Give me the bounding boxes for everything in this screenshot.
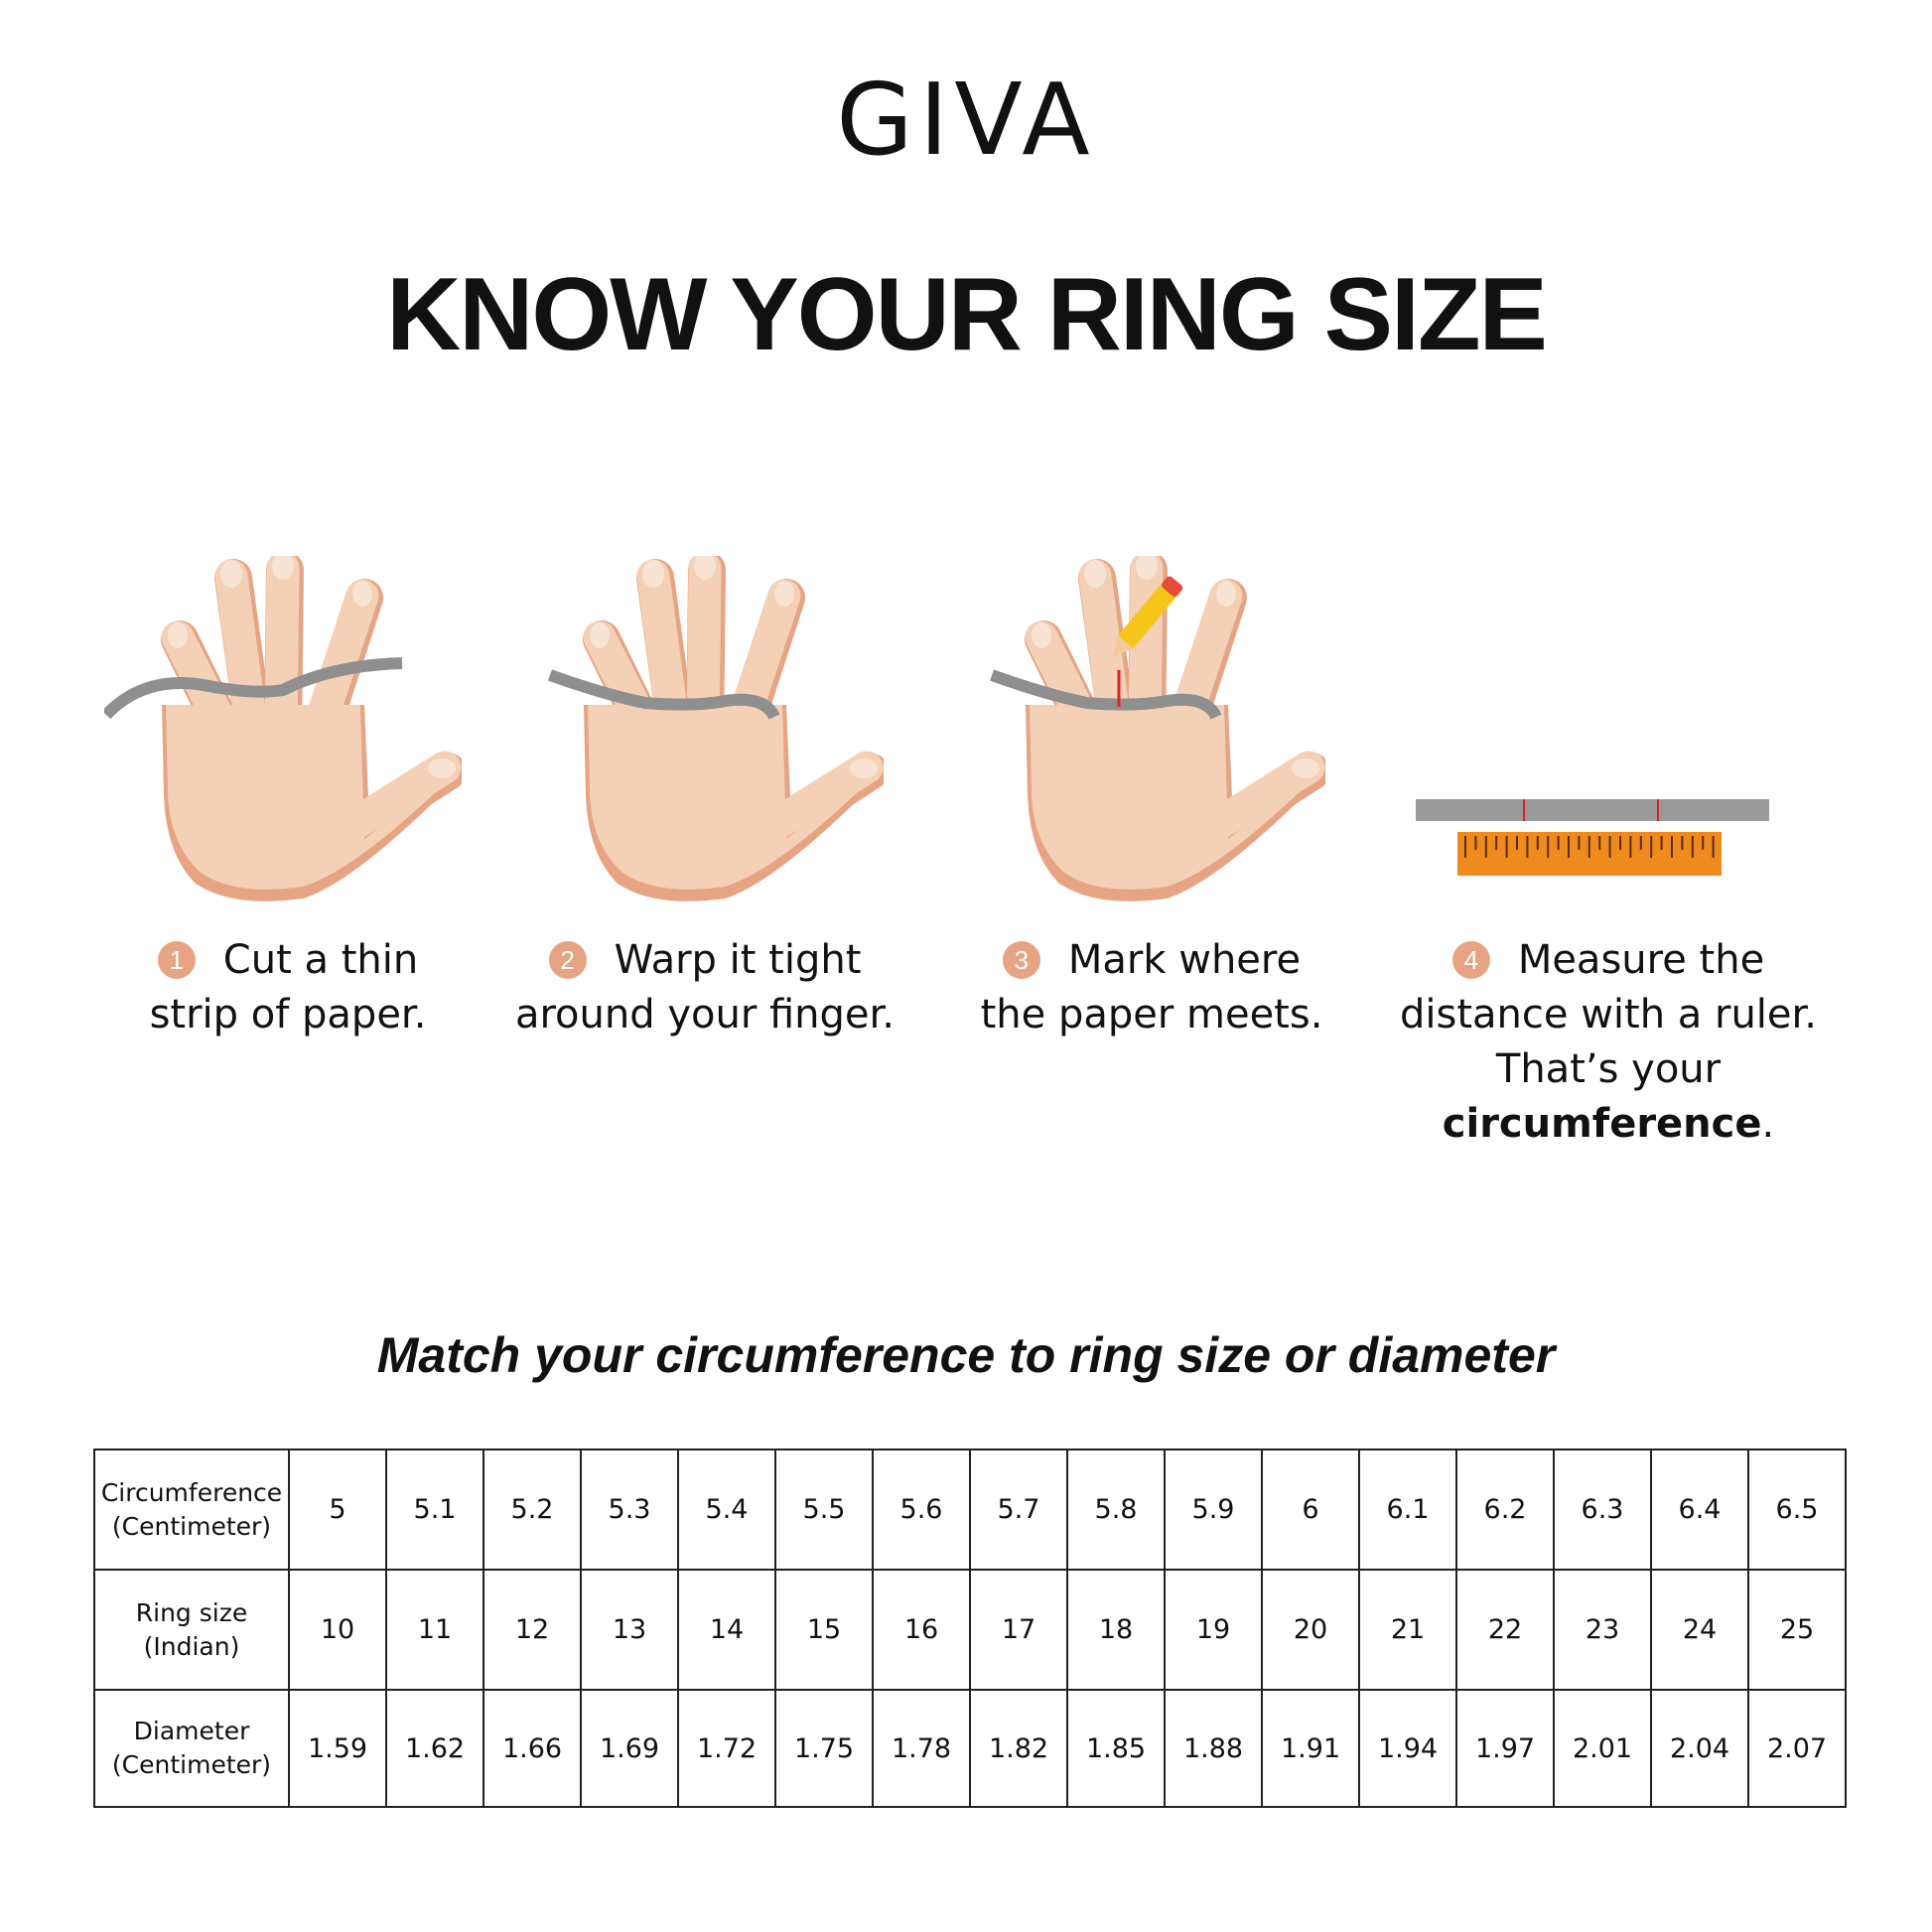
giva-logo: GIVA (836, 62, 1096, 178)
table-cell: 11 (385, 1569, 484, 1691)
table-cell: 6 (1261, 1449, 1360, 1571)
table-cell: 5.6 (872, 1449, 971, 1571)
table-cell: 1.69 (580, 1689, 679, 1808)
table-cell: 13 (580, 1569, 679, 1691)
table-cell: 1.82 (969, 1689, 1068, 1808)
page-title: KNOW YOUR RING SIZE (386, 257, 1548, 372)
step-4-text: 4 Measure the distance with a ruler. That… (1399, 937, 1818, 1147)
step-2-text: 2 Warp it tight around your finger. (514, 937, 896, 1037)
row-header: Circumference (Centimeter) (93, 1449, 290, 1571)
table-cell: 25 (1747, 1569, 1847, 1691)
table-cell: 16 (872, 1569, 971, 1691)
table-cell: 5.7 (969, 1449, 1068, 1571)
table-cell: 18 (1066, 1569, 1166, 1691)
table-cell: 1.85 (1066, 1689, 1166, 1808)
table-cell: 6.3 (1553, 1449, 1652, 1571)
ruler (1457, 832, 1722, 876)
row-header: Ring size (Indian) (93, 1569, 290, 1691)
table-cell: 5.5 (774, 1449, 874, 1571)
table-cell: 12 (483, 1569, 582, 1691)
table-cell: 2.07 (1747, 1689, 1847, 1808)
pencil-icon (1112, 576, 1183, 657)
table-cell: 2.04 (1650, 1689, 1749, 1808)
table-row: Diameter (Centimeter) 1.59 1.62 1.66 1.69 1.72… (93, 1689, 1847, 1808)
table-cell: 5.3 (580, 1449, 679, 1571)
ruler-illustration (1416, 799, 1769, 876)
table-cell: 1.72 (677, 1689, 776, 1808)
step-badge: 4 (1451, 941, 1490, 979)
hand-illustration-step-2 (547, 556, 884, 903)
table-cell: 15 (774, 1569, 874, 1691)
table-cell: 21 (1358, 1569, 1457, 1691)
table-cell: 22 (1455, 1569, 1555, 1691)
table-cell: 5.1 (385, 1449, 484, 1571)
table-cell: 1.88 (1164, 1689, 1263, 1808)
table-cell: 23 (1553, 1569, 1652, 1691)
paper-strip (104, 657, 403, 720)
table-cell: 6.5 (1747, 1449, 1847, 1571)
hand-illustration-step-3 (989, 556, 1325, 903)
table-row: Ring size (Indian) 10 11 12 13 14 15 16 17 18 19 20 2… (93, 1569, 1847, 1691)
table-cell: 1.91 (1261, 1689, 1360, 1808)
paper-strip (547, 669, 780, 720)
step-1-text: 1 Cut a thin strip of paper. (149, 937, 427, 1037)
table-cell: 1.59 (288, 1689, 387, 1808)
table-cell: 19 (1164, 1569, 1263, 1691)
table-cell: 20 (1261, 1569, 1360, 1691)
table-cell: 6.1 (1358, 1449, 1457, 1571)
table-cell: 1.94 (1358, 1689, 1457, 1808)
table-cell: 10 (288, 1569, 387, 1691)
ring-size-table: Circumference (Centimeter) 5 5.1 5.2 5.3 5.4 5.… (93, 1449, 1847, 1808)
hand-illustration-step-1 (104, 556, 462, 903)
table-cell: 5.2 (483, 1449, 582, 1571)
table-cell: 6.2 (1455, 1449, 1555, 1571)
table-cell: 5 (288, 1449, 387, 1571)
paper-strip (1416, 799, 1769, 821)
table-row: Circumference (Centimeter) 5 5.1 5.2 5.3 5.4 5.… (93, 1449, 1847, 1571)
table-cell: 1.66 (483, 1689, 582, 1808)
table-cell: 2.01 (1553, 1689, 1652, 1808)
step-3-text: 3 Mark where the paper meets. (980, 937, 1323, 1037)
table-cell: 14 (677, 1569, 776, 1691)
step-badge: 2 (548, 941, 587, 979)
table-heading: Match your circumference to ring size or… (376, 1327, 1556, 1383)
table-cell: 5.4 (677, 1449, 776, 1571)
table-cell: 1.78 (872, 1689, 971, 1808)
table-cell: 1.62 (385, 1689, 484, 1808)
table-cell: 24 (1650, 1569, 1749, 1691)
table-cell: 1.75 (774, 1689, 874, 1808)
table-cell: 6.4 (1650, 1449, 1749, 1571)
table-cell: 5.9 (1164, 1449, 1263, 1571)
step-badge: 3 (1002, 941, 1040, 979)
table-cell: 5.8 (1066, 1449, 1166, 1571)
step-badge: 1 (157, 941, 196, 979)
table-cell: 1.97 (1455, 1689, 1555, 1808)
table-cell: 17 (969, 1569, 1068, 1691)
row-header: Diameter (Centimeter) (93, 1689, 290, 1808)
